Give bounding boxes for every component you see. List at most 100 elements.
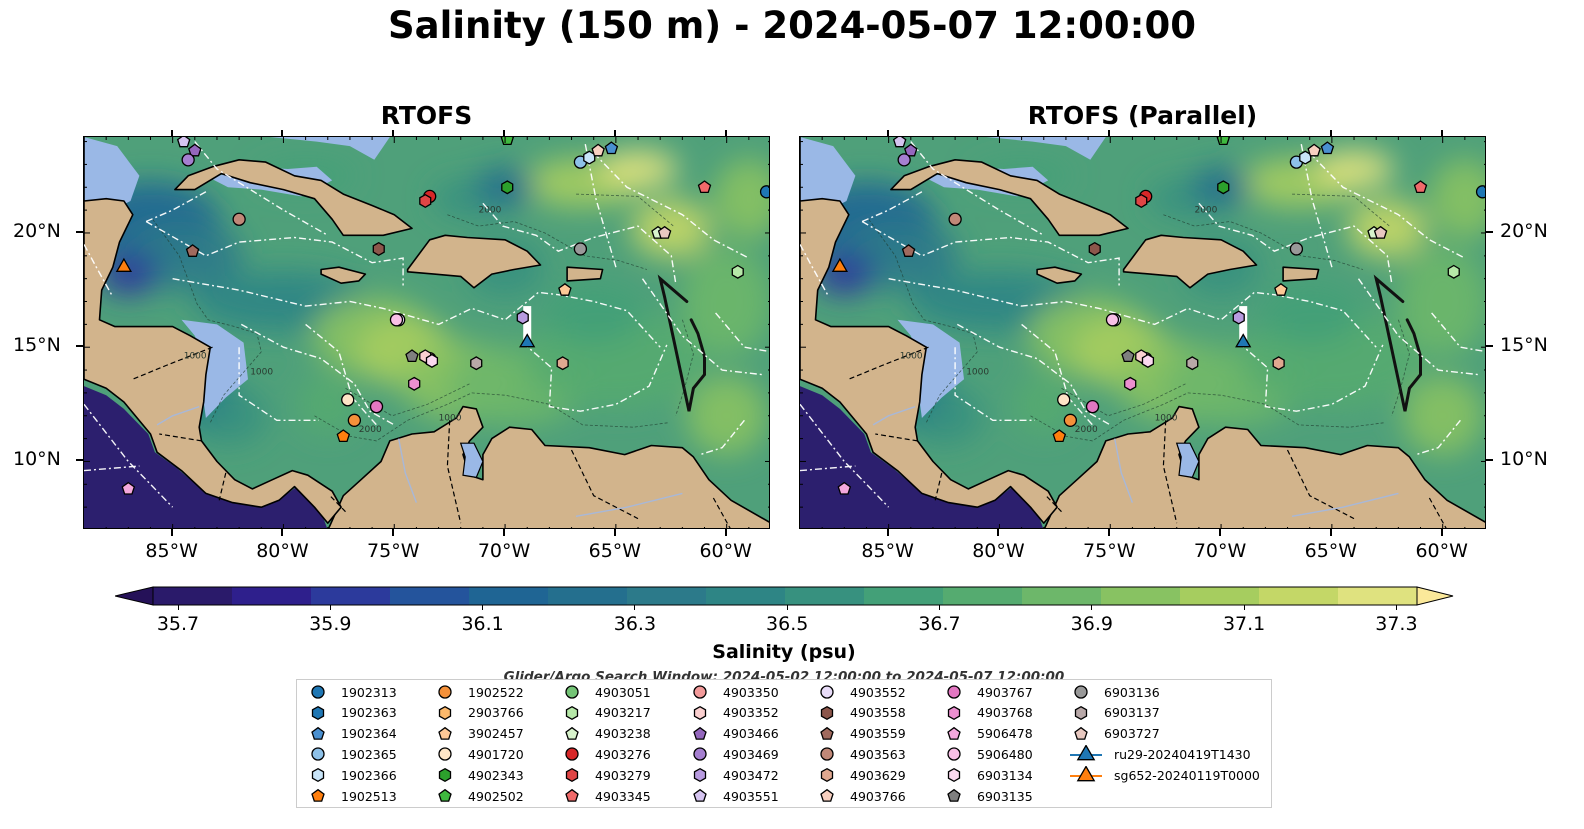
legend-marker[interactable]: [311, 788, 325, 802]
marker-4903768[interactable]: [408, 376, 421, 391]
map-panel-rtofs-parallel[interactable]: 1000 1000 2000 1000 2000: [799, 136, 1486, 529]
legend-marker[interactable]: [693, 747, 707, 762]
legend-marker[interactable]: [693, 705, 707, 720]
marker-5906478[interactable]: [121, 481, 136, 495]
marker-4901720[interactable]: [341, 393, 355, 407]
marker-4903217[interactable]: [731, 264, 744, 279]
marker-4901720[interactable]: [1057, 393, 1071, 407]
marker-4903551[interactable]: [176, 137, 191, 148]
marker-1902313[interactable]: [759, 185, 770, 199]
marker-4903559[interactable]: [185, 244, 200, 257]
legend-marker[interactable]: [1074, 726, 1088, 740]
marker-5906480[interactable]: [389, 313, 404, 327]
marker-4903466[interactable]: [904, 143, 918, 157]
marker-3902457[interactable]: [558, 283, 572, 296]
marker-sg652-20240119T0000[interactable]: [831, 257, 849, 272]
marker-4903279[interactable]: [419, 193, 432, 209]
legend-marker[interactable]: [311, 747, 325, 762]
legend-marker[interactable]: [947, 726, 961, 740]
legend-marker[interactable]: [311, 768, 325, 783]
marker-6903136[interactable]: [1289, 242, 1304, 256]
marker-4903279[interactable]: [1135, 193, 1148, 209]
legend-marker[interactable]: [438, 747, 452, 762]
marker-4903767[interactable]: [1085, 399, 1100, 414]
legend-marker[interactable]: [311, 685, 325, 699]
marker-1902522[interactable]: [1063, 413, 1078, 427]
marker-1902513[interactable]: [336, 429, 351, 443]
marker-4903558[interactable]: [1088, 241, 1101, 257]
legend-marker[interactable]: [693, 788, 707, 802]
marker-6903727[interactable]: [1373, 225, 1388, 239]
marker-4903472[interactable]: [1232, 310, 1245, 325]
legend-marker[interactable]: [1076, 745, 1096, 761]
legend-marker[interactable]: [311, 705, 325, 720]
legend-marker[interactable]: [693, 685, 707, 699]
marker-4903559[interactable]: [901, 244, 916, 257]
legend-marker[interactable]: [947, 705, 961, 720]
marker-4902502[interactable]: [1216, 137, 1231, 146]
marker-4903466[interactable]: [188, 143, 202, 157]
marker-4903563[interactable]: [948, 212, 962, 226]
legend-marker[interactable]: [1074, 685, 1088, 699]
marker-4903472[interactable]: [516, 310, 529, 325]
marker-5906478[interactable]: [837, 481, 852, 495]
marker-4903766[interactable]: [591, 143, 605, 157]
marker-4903629[interactable]: [556, 356, 569, 371]
marker-1902364[interactable]: [604, 141, 619, 155]
marker-4903345[interactable]: [1413, 180, 1428, 194]
legend-marker[interactable]: [947, 788, 961, 802]
legend-marker[interactable]: [438, 685, 452, 699]
marker-6903136[interactable]: [573, 242, 588, 256]
legend-marker[interactable]: [1074, 705, 1088, 720]
marker-3902457[interactable]: [1274, 283, 1288, 296]
marker-4902343[interactable]: [501, 180, 514, 195]
marker-4903217[interactable]: [1447, 264, 1460, 279]
marker-4903551[interactable]: [892, 137, 907, 148]
legend-marker[interactable]: [820, 685, 834, 699]
legend-marker[interactable]: [565, 685, 579, 699]
marker-4902502[interactable]: [500, 137, 515, 146]
legend-marker[interactable]: [438, 788, 452, 802]
map-panel-rtofs[interactable]: 1000 1000 2000 1000 2000: [83, 136, 770, 529]
marker-1902313[interactable]: [1475, 185, 1486, 199]
legend-marker[interactable]: [565, 726, 579, 740]
marker-6903135[interactable]: [1121, 349, 1135, 363]
legend-marker[interactable]: [820, 747, 834, 762]
legend-marker[interactable]: [438, 705, 452, 720]
marker-sg652-20240119T0000[interactable]: [115, 257, 133, 272]
marker-4903469[interactable]: [897, 153, 911, 167]
legend-marker[interactable]: [565, 788, 579, 802]
marker-1902364[interactable]: [1320, 141, 1335, 155]
legend-marker[interactable]: [820, 788, 834, 802]
marker-4903767[interactable]: [369, 399, 384, 414]
marker-1902522[interactable]: [347, 413, 362, 427]
legend-marker[interactable]: [311, 726, 325, 740]
legend-marker[interactable]: [947, 747, 961, 762]
legend-marker[interactable]: [438, 726, 452, 740]
marker-4903469[interactable]: [181, 153, 195, 167]
legend-marker[interactable]: [693, 726, 707, 740]
legend-marker[interactable]: [820, 726, 834, 740]
legend-marker[interactable]: [565, 705, 579, 720]
marker-6903134[interactable]: [425, 353, 439, 368]
marker-6903137[interactable]: [470, 356, 483, 371]
marker-6903137[interactable]: [1186, 356, 1199, 371]
marker-ru29-20240419T1430[interactable]: [519, 333, 536, 348]
marker-6903727[interactable]: [657, 225, 672, 239]
legend-marker[interactable]: [1076, 766, 1096, 782]
marker-6903134[interactable]: [1141, 353, 1155, 368]
legend-marker[interactable]: [820, 705, 834, 720]
marker-4903629[interactable]: [1272, 356, 1285, 371]
legend-marker[interactable]: [438, 768, 452, 783]
marker-4903345[interactable]: [697, 180, 712, 194]
marker-4903766[interactable]: [1307, 143, 1321, 157]
legend-marker[interactable]: [947, 685, 961, 699]
marker-6903135[interactable]: [405, 349, 419, 363]
marker-ru29-20240419T1430[interactable]: [1235, 333, 1252, 348]
legend-marker[interactable]: [565, 747, 579, 762]
marker-4903558[interactable]: [372, 241, 385, 257]
legend-marker[interactable]: [693, 768, 707, 783]
legend-marker[interactable]: [947, 768, 961, 783]
marker-4903563[interactable]: [232, 212, 246, 226]
marker-4902343[interactable]: [1217, 180, 1230, 195]
